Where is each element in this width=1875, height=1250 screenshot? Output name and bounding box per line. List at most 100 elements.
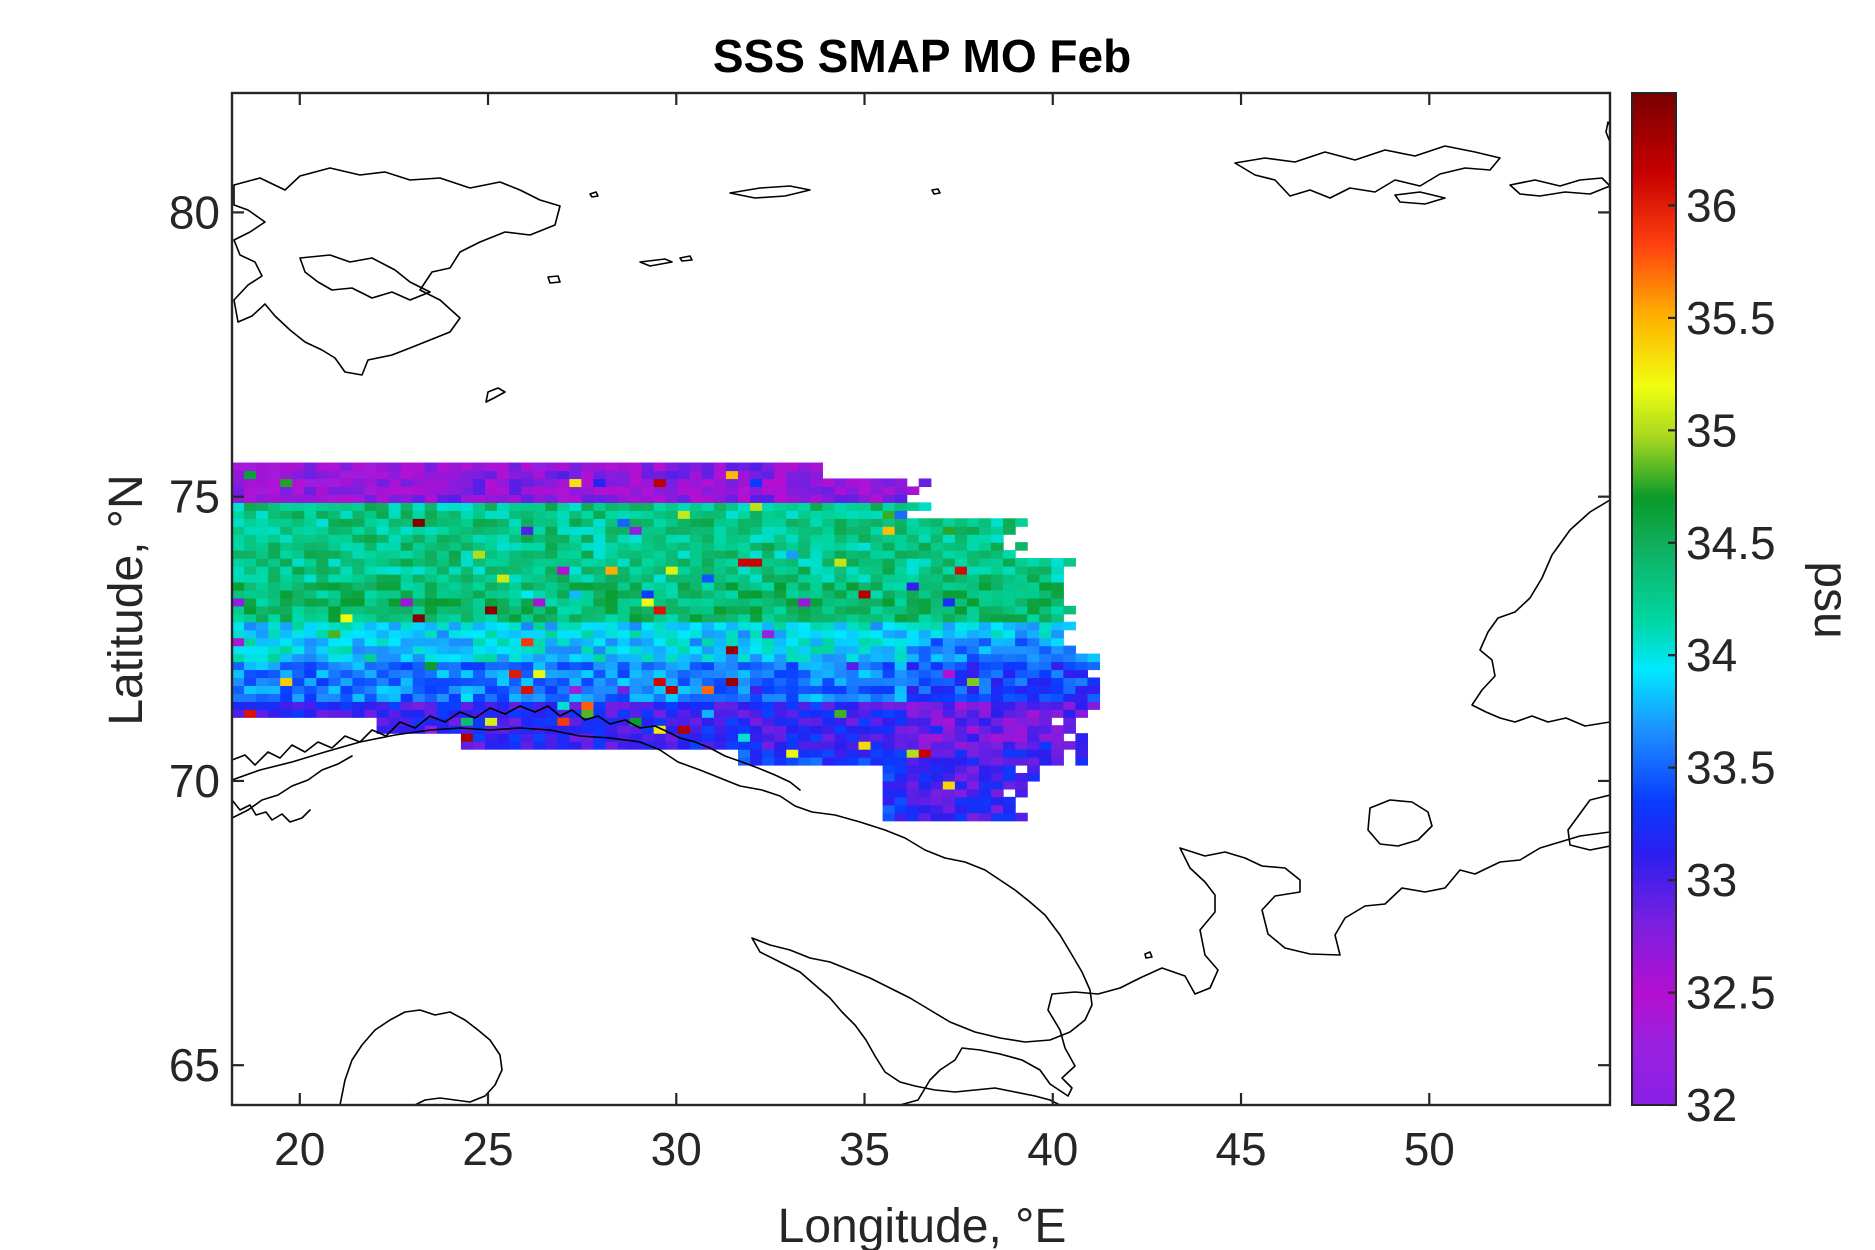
salinity-cell [762,558,775,567]
salinity-cell [521,613,534,623]
salinity-cell [774,478,787,488]
salinity-cell [569,534,582,543]
salinity-cell [1087,693,1101,702]
salinity-cell [906,486,920,495]
salinity-cell [689,581,703,591]
salinity-cell [882,550,896,559]
salinity-cell [436,558,450,567]
salinity-cell [810,566,823,575]
salinity-cell [376,693,390,702]
salinity-cell [665,550,679,559]
salinity-cell [882,685,896,694]
salinity-cell [966,749,980,758]
salinity-cell [810,462,823,472]
salinity-cell [834,645,848,655]
salinity-cell [436,470,450,480]
salinity-cell [954,518,968,527]
salinity-cell [533,637,546,647]
salinity-cell [460,661,474,671]
salinity-field [232,462,1101,822]
salinity-cell [460,566,474,575]
salinity-cell [858,510,872,519]
salinity-cell [1039,621,1052,631]
salinity-cell [292,462,305,472]
salinity-cell [750,637,763,647]
salinity-cell [581,661,595,671]
salinity-cell [725,566,739,575]
salinity-cell [340,677,354,687]
salinity-cell [954,550,968,559]
salinity-cell [713,717,727,726]
salinity-cell [1051,741,1064,750]
salinity-cell [485,605,498,615]
salinity-cell [810,709,823,718]
salinity-cell [629,526,643,535]
salinity-cell [605,621,619,631]
salinity-cell [810,526,823,535]
salinity-cell [412,725,426,734]
salinity-cell [472,510,486,519]
salinity-cell [846,581,860,591]
salinity-cell [617,597,631,607]
salinity-cell [954,749,968,758]
salinity-cell [340,573,354,583]
salinity-cell [689,709,703,718]
salinity-cell [569,597,582,607]
salinity-cell [1003,581,1016,591]
salinity-cell [677,510,691,519]
salinity-cell [906,558,920,567]
salinity-cell [472,613,486,623]
salinity-cell [786,693,799,702]
salinity-cell [400,550,414,559]
salinity-cell [244,518,257,527]
salinity-cell [352,637,366,647]
salinity-cell [665,733,679,742]
salinity-cell [762,502,775,511]
salinity-cell [268,701,281,710]
salinity-cell [521,661,534,671]
colorbar-tick-label: 33.5 [1686,742,1776,794]
salinity-cell [991,542,1004,551]
salinity-cell [834,478,848,488]
salinity-cell [966,566,980,575]
salinity-cell [617,502,631,511]
salinity-cell [412,558,426,567]
salinity-cell [713,542,727,551]
salinity-cell [906,693,920,702]
salinity-cell [304,550,317,559]
salinity-cell [918,629,932,639]
salinity-cell [918,613,932,623]
salinity-cell [388,685,402,694]
salinity-cell [1039,757,1052,766]
salinity-cell [822,701,836,710]
salinity-cell [617,685,631,694]
salinity-cell [424,518,438,527]
salinity-cell [460,645,474,655]
salinity-cell [1039,685,1052,694]
salinity-cell [424,542,438,551]
salinity-cell [497,462,510,472]
salinity-cell [521,486,534,495]
salinity-cell [617,558,631,567]
salinity-cell [653,542,667,551]
salinity-cell [846,741,860,750]
salinity-cell [617,518,631,527]
salinity-cell [882,645,896,655]
salinity-cell [424,597,438,607]
salinity-cell [942,788,956,798]
salinity-cell [725,510,739,519]
salinity-cell [906,804,920,814]
salinity-cell [509,542,522,551]
salinity-cell [665,581,679,591]
salinity-cell [894,701,908,710]
salinity-cell [328,534,342,543]
salinity-cell [978,613,992,623]
salinity-cell [376,550,390,559]
salinity-cell [617,494,631,503]
salinity-cell [304,701,317,710]
salinity-cell [1003,796,1016,806]
salinity-cell [244,605,257,615]
salinity-cell [593,581,607,591]
salinity-cell [436,534,450,543]
